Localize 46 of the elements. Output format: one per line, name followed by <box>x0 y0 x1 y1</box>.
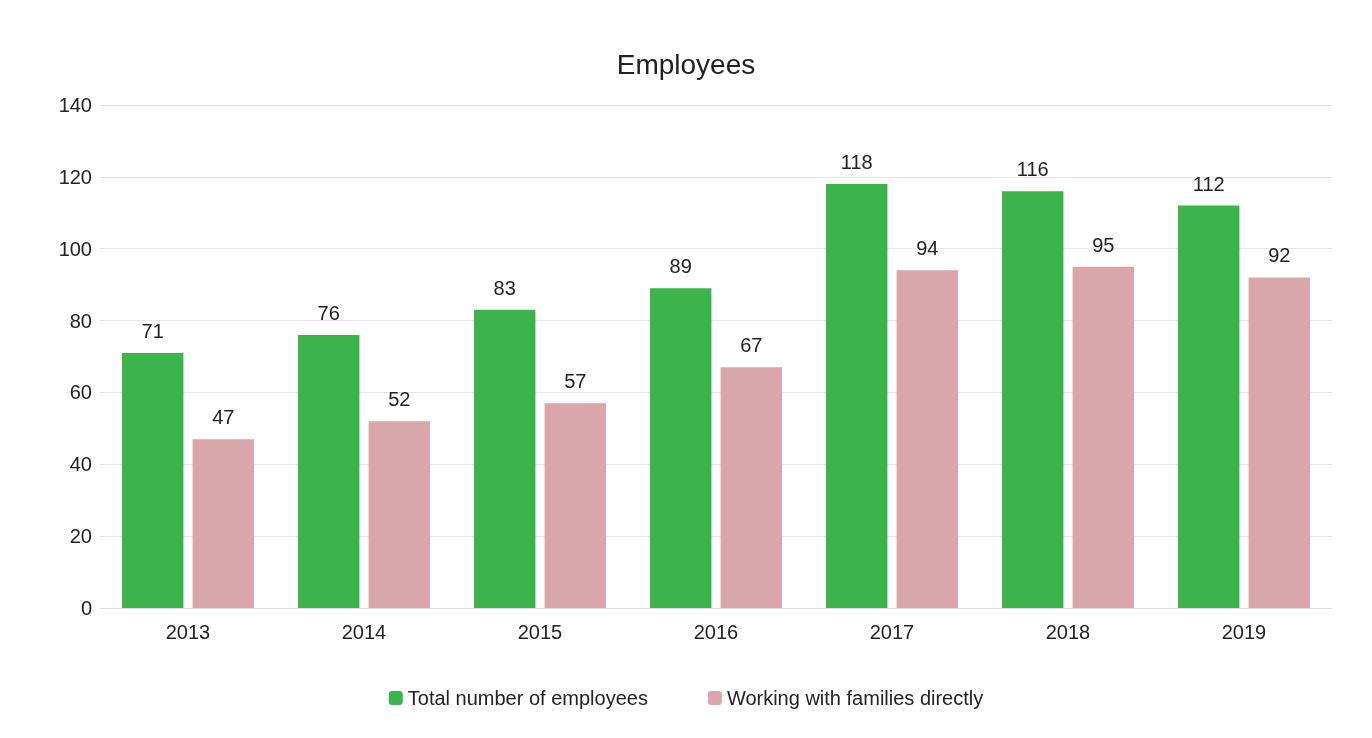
bar <box>1248 277 1310 608</box>
x-tick-label: 2015 <box>517 621 563 643</box>
bar <box>192 439 254 608</box>
bar <box>474 309 536 608</box>
x-tick-label: 2018 <box>1045 621 1091 643</box>
y-tick-label: 60 <box>69 381 92 404</box>
data-label: 83 <box>493 276 516 299</box>
data-label: 112 <box>1192 172 1225 195</box>
y-tick-label: 20 <box>69 525 92 548</box>
x-tick-label: 2017 <box>869 621 915 643</box>
chart-title: Employees <box>616 48 756 80</box>
y-tick-label: 40 <box>69 453 92 476</box>
bar <box>896 270 958 608</box>
y-tick-label: 120 <box>58 165 92 188</box>
data-label: 118 <box>840 151 873 174</box>
data-label: 57 <box>564 370 587 393</box>
bar <box>544 403 606 608</box>
y-tick-label: 80 <box>69 309 92 332</box>
data-label: 71 <box>141 319 164 342</box>
bar <box>826 184 888 608</box>
legend-label: Working with families directly <box>726 687 984 709</box>
x-tick-label: 2014 <box>341 621 387 643</box>
bar <box>650 288 712 608</box>
data-label: 92 <box>1268 244 1291 267</box>
bar <box>1072 266 1134 608</box>
bar <box>122 352 184 608</box>
data-label: 52 <box>388 388 411 411</box>
data-label: 47 <box>212 406 235 429</box>
bar <box>720 367 782 608</box>
x-tick-label: 2019 <box>1221 621 1267 643</box>
bar <box>1002 191 1064 608</box>
y-tick-label: 100 <box>58 237 92 260</box>
data-label: 89 <box>669 255 692 278</box>
data-label: 76 <box>317 301 340 324</box>
data-label: 95 <box>1092 233 1115 256</box>
bar <box>298 334 360 608</box>
y-tick-label: 140 <box>58 94 92 116</box>
x-tick-label: 2016 <box>693 621 739 643</box>
data-label: 116 <box>1016 158 1049 181</box>
data-label: 94 <box>916 237 939 260</box>
x-tick-label: 2013 <box>165 621 211 643</box>
y-tick-label: 0 <box>80 597 92 619</box>
legend-label: Total number of employees <box>407 687 648 709</box>
bar <box>368 421 430 608</box>
data-label: 67 <box>740 334 763 357</box>
bar <box>1178 205 1240 608</box>
